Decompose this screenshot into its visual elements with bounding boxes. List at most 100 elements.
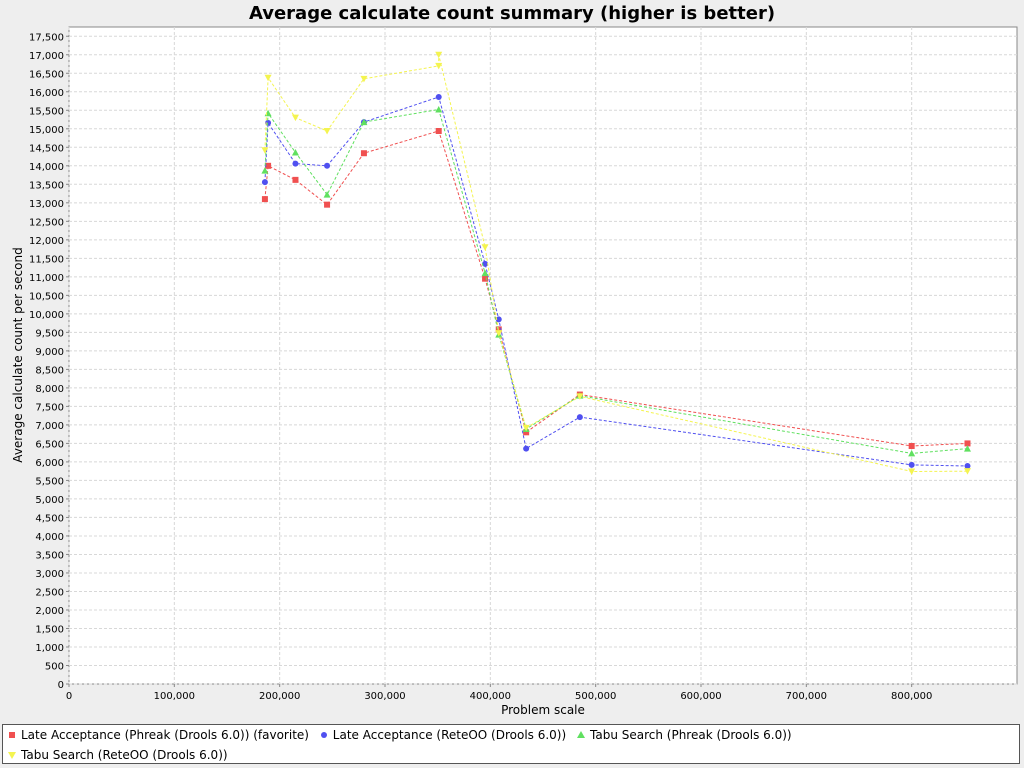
- y-tick-label: 3,500: [35, 550, 64, 561]
- data-point: [908, 442, 915, 449]
- data-point: [324, 162, 331, 169]
- legend-item-late-acceptance-reteoo: Late Acceptance (ReteOO (Drools 6.0)): [319, 725, 566, 745]
- y-tick-label: 11,000: [29, 273, 64, 284]
- x-tick-label: 300,000: [364, 691, 405, 702]
- data-point: [908, 468, 916, 476]
- data-point: [523, 429, 530, 436]
- y-tick-label: 16,000: [29, 88, 64, 99]
- axes: 0 500 1,000 1,500 2,000 2,500 3,000 3,500 4,000 4…: [29, 32, 932, 702]
- data-point: [576, 393, 584, 400]
- data-point: [291, 114, 299, 122]
- data-point: [908, 449, 916, 457]
- y-tick-label: 10,000: [29, 310, 64, 321]
- square-marker-icon: [9, 732, 15, 738]
- series-3: [261, 51, 971, 476]
- data-point: [481, 269, 489, 277]
- data-point: [265, 162, 272, 169]
- x-tick-label: 100,000: [154, 691, 195, 702]
- triangle-marker-icon: [577, 731, 585, 738]
- x-tick-label: 0: [66, 691, 72, 702]
- y-tick-label: 8,000: [35, 384, 64, 395]
- data-point: [292, 176, 299, 183]
- series-1: [261, 93, 971, 469]
- data-point: [481, 244, 489, 251]
- data-point: [323, 191, 331, 198]
- data-point: [261, 196, 268, 203]
- legend-label: Tabu Search (Phreak (Drools 6.0)): [590, 728, 792, 742]
- data-point: [495, 330, 503, 337]
- y-tick-label: 15,000: [29, 125, 64, 136]
- y-tick-label: 17,000: [29, 51, 64, 62]
- data-point: [291, 148, 299, 156]
- data-point: [261, 179, 268, 186]
- data-point: [261, 167, 269, 174]
- series-line: [264, 108, 968, 454]
- data-point: [522, 424, 530, 432]
- legend-row-1: Late Acceptance (Phreak (Drools 6.0)) (f…: [3, 725, 1019, 745]
- data-point: [265, 119, 272, 126]
- x-tick-label: 800,000: [891, 691, 932, 702]
- legend-label: Late Acceptance (Phreak (Drools 6.0)) (f…: [21, 728, 309, 742]
- data-point: [963, 445, 971, 452]
- data-point: [482, 275, 489, 282]
- y-tick-label: 8,500: [35, 365, 64, 376]
- data-series: [261, 51, 971, 476]
- legend-row-2: Tabu Search (ReteOO (Drools 6.0)): [3, 745, 1019, 765]
- data-point: [324, 201, 331, 208]
- y-tick-label: 500: [45, 661, 64, 672]
- y-tick-label: 1,500: [35, 624, 64, 635]
- legend-item-late-acceptance-phreak: Late Acceptance (Phreak (Drools 6.0)) (f…: [7, 725, 309, 745]
- data-point: [576, 414, 583, 421]
- data-point: [435, 93, 442, 100]
- grid-lines: [68, 27, 1017, 685]
- y-tick-label: 4,000: [35, 532, 64, 543]
- y-tick-label: 9,500: [35, 328, 64, 339]
- legend: Late Acceptance (Phreak (Drools 6.0)) (f…: [2, 724, 1020, 764]
- y-tick-label: 0: [58, 680, 64, 691]
- data-point: [495, 316, 502, 323]
- y-tick-label: 12,500: [29, 217, 64, 228]
- x-axis-label: Problem scale: [501, 703, 585, 717]
- y-tick-label: 13,500: [29, 180, 64, 191]
- data-point: [360, 75, 368, 83]
- y-tick-label: 14,000: [29, 162, 64, 173]
- y-tick-label: 6,500: [35, 439, 64, 450]
- y-tick-label: 17,500: [29, 32, 64, 43]
- y-tick-label: 4,500: [35, 513, 64, 524]
- y-tick-label: 2,500: [35, 587, 64, 598]
- data-point: [435, 106, 443, 113]
- data-point: [908, 461, 915, 468]
- legend-label: Late Acceptance (ReteOO (Drools 6.0)): [332, 728, 567, 742]
- legend-item-tabu-search-reteoo: Tabu Search (ReteOO (Drools 6.0)): [7, 745, 228, 765]
- data-point: [264, 74, 272, 82]
- y-tick-label: 16,500: [29, 69, 64, 80]
- y-tick-label: 12,000: [29, 236, 64, 247]
- x-tick-label: 700,000: [786, 691, 827, 702]
- data-point: [323, 128, 331, 135]
- x-tick-label: 600,000: [680, 691, 721, 702]
- data-point: [435, 51, 443, 59]
- circle-marker-icon: [320, 732, 327, 738]
- y-axis-label: Average calculate count per second: [11, 247, 25, 462]
- data-point: [495, 326, 502, 333]
- triangle-down-marker-icon: [8, 752, 16, 759]
- y-tick-label: 11,500: [29, 254, 64, 265]
- data-point: [435, 128, 442, 135]
- chart: Average calculate count summary (higher …: [11, 3, 1018, 717]
- legend-item-tabu-search-phreak: Tabu Search (Phreak (Drools 6.0)): [576, 725, 792, 745]
- y-tick-label: 15,500: [29, 106, 64, 117]
- data-point: [360, 150, 367, 157]
- y-tick-label: 13,000: [29, 199, 64, 210]
- data-point: [963, 468, 971, 475]
- x-tick-label: 400,000: [470, 691, 511, 702]
- data-point: [482, 260, 489, 267]
- y-tick-label: 5,000: [35, 495, 64, 506]
- y-tick-label: 9,000: [35, 347, 64, 358]
- y-tick-label: 1,000: [35, 643, 64, 654]
- series-line: [264, 96, 968, 467]
- y-tick-label: 10,500: [29, 291, 64, 302]
- chart-title: Average calculate count summary (higher …: [249, 3, 775, 24]
- y-tick-label: 7,000: [35, 421, 64, 432]
- data-point: [261, 147, 269, 154]
- y-tick-label: 3,000: [35, 569, 64, 580]
